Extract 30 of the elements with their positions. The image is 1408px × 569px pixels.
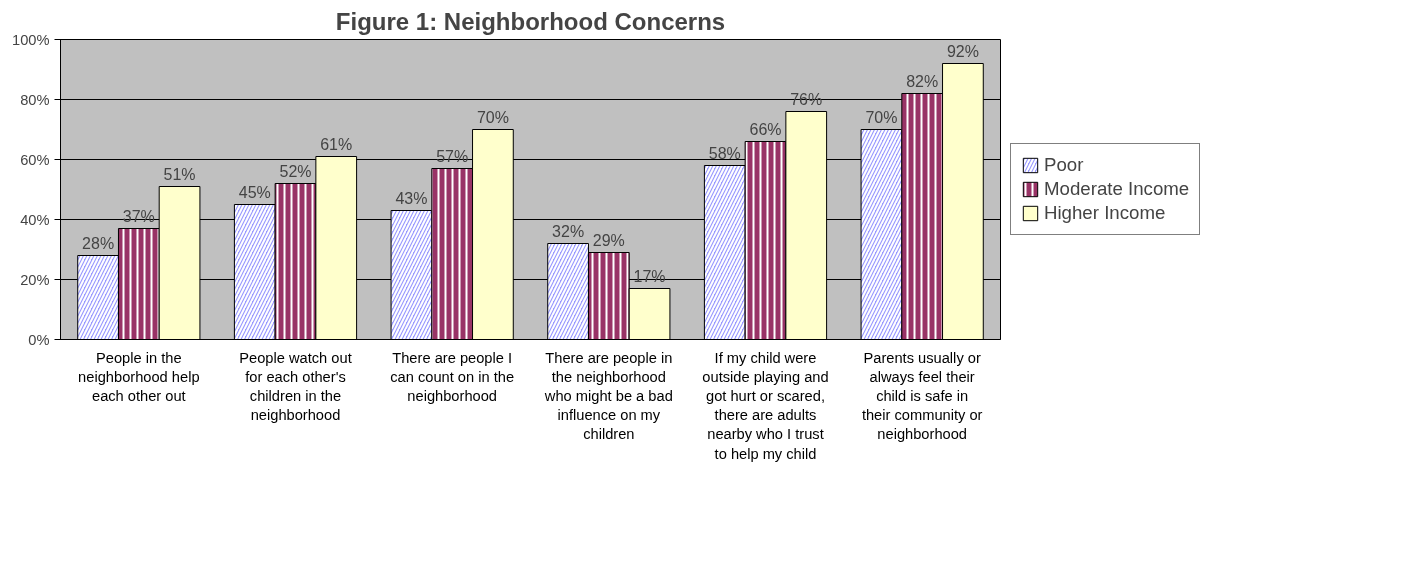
- text: 61%: [320, 135, 353, 153]
- y-tick-label: 40%: [20, 211, 50, 228]
- text: 52%: [279, 162, 312, 180]
- text: 66%: [749, 120, 782, 138]
- x-tick-label: If my child were outside playing and got hurt or scared, there are adults nearby who I trust to help my child: [702, 349, 829, 462]
- legend-label: Poor: [1044, 154, 1084, 176]
- x-tick-label: There are people I can count on in the neighborhood: [390, 349, 515, 404]
- text: 51%: [163, 165, 196, 183]
- text: 70%: [865, 108, 898, 126]
- text: 29%: [592, 231, 625, 249]
- legend-label: Moderate Income: [1044, 178, 1190, 200]
- text: 58%: [708, 144, 741, 162]
- y-tick-label: 0%: [28, 331, 50, 348]
- y-tick-label: 80%: [20, 91, 50, 108]
- text: 43%: [395, 189, 428, 207]
- text: 32%: [552, 222, 585, 240]
- x-tick-label: Parents usually or always feel their child is safe in their community or neighborhood: [861, 349, 983, 443]
- y-tick-label: 100%: [12, 31, 50, 48]
- text: 92%: [946, 42, 979, 60]
- chart-title: Figure 1: Neighborhood Concerns: [335, 7, 726, 35]
- text: 82%: [906, 72, 939, 90]
- text: 45%: [238, 183, 271, 201]
- y-tick-label: 20%: [20, 271, 50, 288]
- x-tick-label: There are people in the neighborhood who might be a bad influence on my children: [543, 349, 673, 443]
- text: 28%: [82, 234, 115, 252]
- x-tick-label: People in the neighborhood help each other out: [78, 349, 200, 404]
- y-tick-label: 60%: [20, 151, 50, 168]
- text: 70%: [476, 108, 509, 126]
- x-tick-label: People watch out for each other's children in the neighborhood: [239, 349, 352, 424]
- legend-label: Higher Income: [1044, 202, 1166, 224]
